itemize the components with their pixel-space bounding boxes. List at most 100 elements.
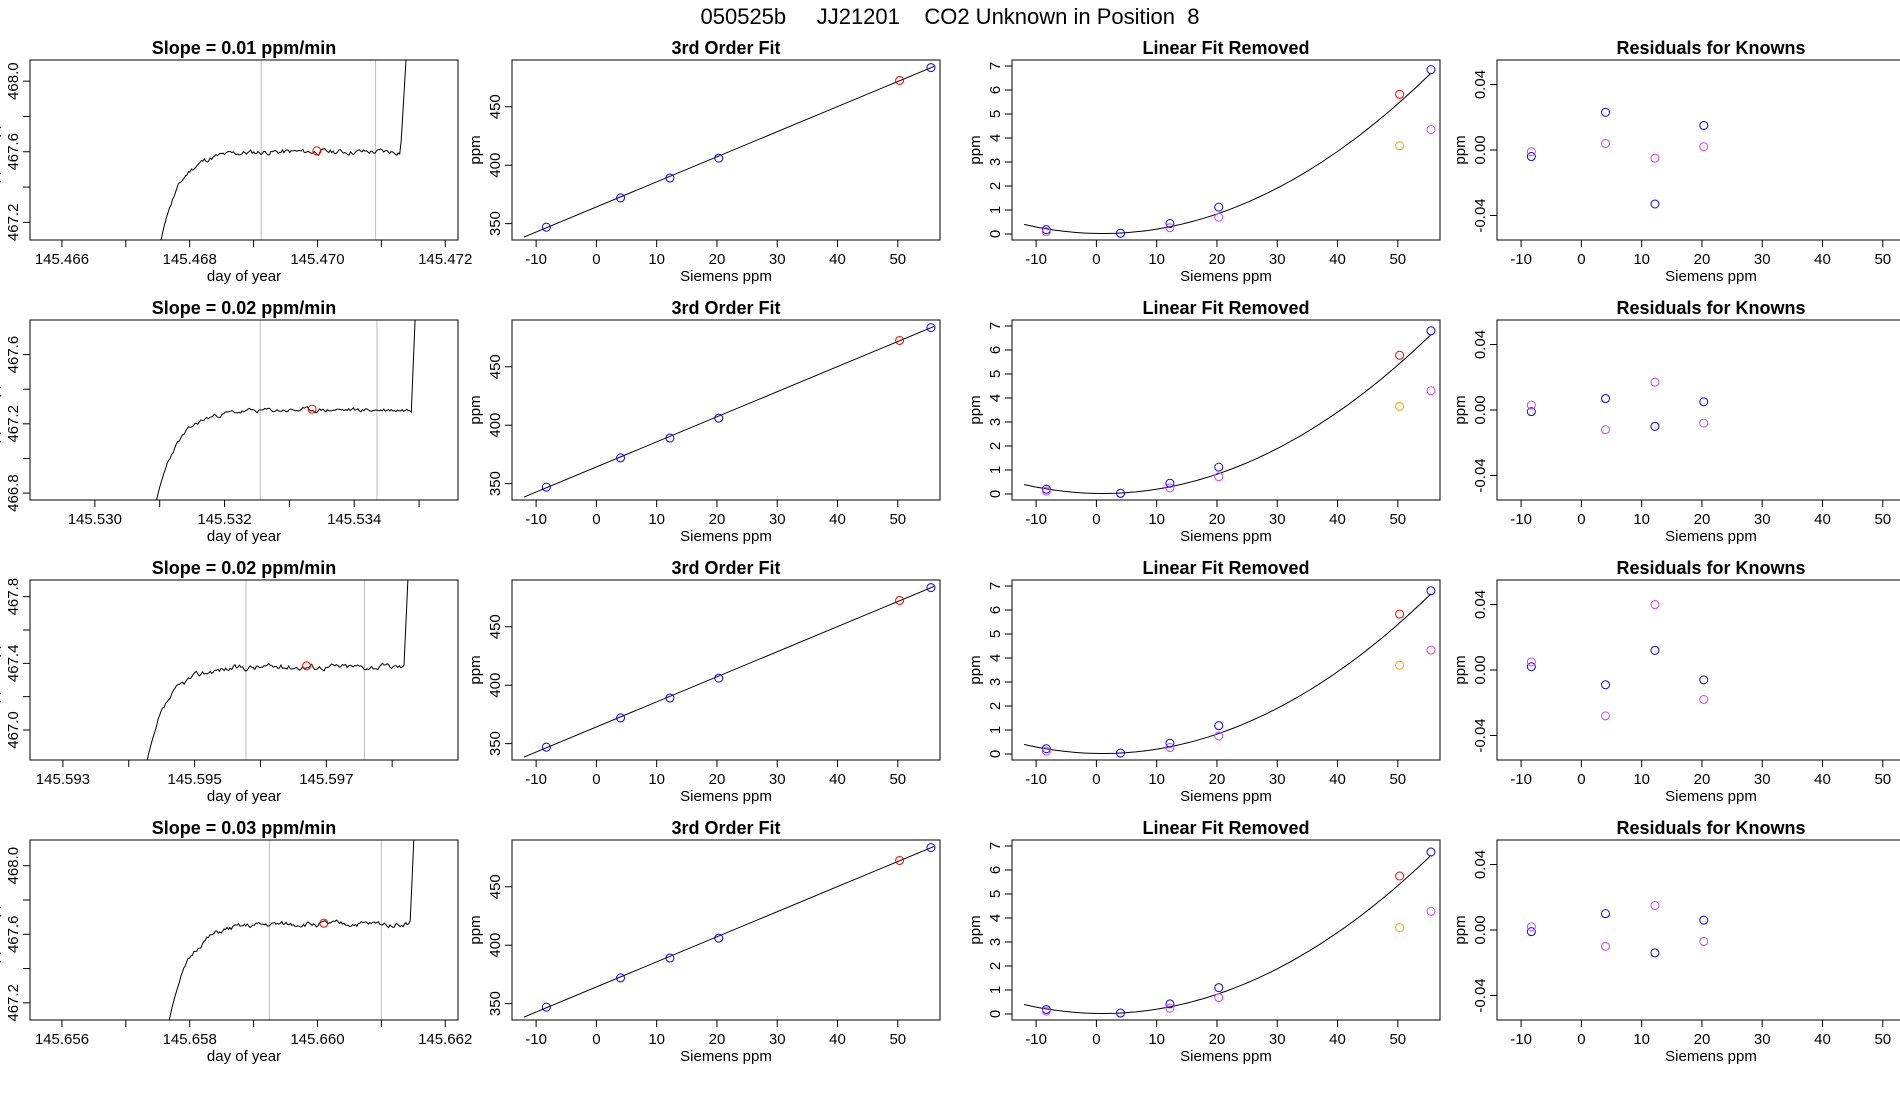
plot-area xyxy=(160,60,407,240)
y-tick-label: 0.00 xyxy=(1472,915,1489,944)
y-tick-label: 3 xyxy=(987,418,1004,426)
y-tick-label: 400 xyxy=(487,933,504,958)
x-tick-label: 0 xyxy=(1577,771,1585,788)
x-tick-label: 30 xyxy=(1269,251,1286,268)
data-point xyxy=(1165,483,1175,493)
data-point xyxy=(714,153,724,163)
data-point xyxy=(1526,147,1536,157)
y-tick-label: 7 xyxy=(987,62,1004,70)
y-axis-label: ppm xyxy=(967,915,984,944)
data-point xyxy=(1165,218,1175,228)
y-axis-label: ppm xyxy=(967,655,984,684)
x-tick-label: -10 xyxy=(525,1031,547,1048)
panel-title: 3rd Order Fit xyxy=(671,818,780,838)
data-point xyxy=(1041,744,1051,754)
y-tick-label: 2 xyxy=(987,702,1004,710)
data-point xyxy=(1165,743,1175,753)
panel-title: Residuals for Knowns xyxy=(1616,298,1805,318)
y-tick-label: 3 xyxy=(987,158,1004,166)
data-point xyxy=(1601,711,1611,721)
plot-area xyxy=(1023,586,1436,758)
data-point xyxy=(1165,1003,1175,1013)
plot-area xyxy=(523,583,936,758)
y-tick-label: 0.04 xyxy=(1472,850,1489,879)
data-point xyxy=(1116,1008,1126,1018)
data-point xyxy=(1650,900,1660,910)
data-point xyxy=(1650,153,1660,163)
x-tick-label: 10 xyxy=(1148,511,1165,528)
trace-line xyxy=(156,320,416,500)
x-tick-label: 30 xyxy=(1269,511,1286,528)
x-tick-label: 0 xyxy=(1577,511,1585,528)
data-point xyxy=(1426,65,1436,75)
data-point xyxy=(926,843,936,853)
x-tick-label: 20 xyxy=(1209,511,1226,528)
y-tick-label: 0 xyxy=(987,490,1004,498)
data-point xyxy=(1041,486,1051,496)
panel-r2c2: 3rd Order Fit -10 0 10 20 30 40 50 350 400 450 Siem… xyxy=(467,298,941,545)
y-tick-label: 467.2 xyxy=(5,405,22,443)
panel-title: 3rd Order Fit xyxy=(671,558,780,578)
y-tick-label: 0 xyxy=(987,230,1004,238)
data-point xyxy=(1165,223,1175,233)
figure-title: 050525b JJ21201 CO2 Unknown in Position … xyxy=(700,4,1200,29)
trace-line xyxy=(168,840,415,1020)
x-tick-label: -10 xyxy=(1510,1031,1532,1048)
sample-point xyxy=(302,661,312,671)
y-tick-label: 5 xyxy=(987,110,1004,118)
panel-r1c4: Residuals for Knowns -10 0 10 20 30 40 50 -0.04 0… xyxy=(1452,38,1900,285)
data-point xyxy=(1650,948,1660,958)
y-tick-label: 1 xyxy=(987,726,1004,734)
data-point xyxy=(1214,462,1224,472)
x-tick-label: 145.466 xyxy=(35,251,89,268)
y-axis-label: ppm xyxy=(467,135,484,164)
y-tick-label: 467.6 xyxy=(5,133,22,171)
y-tick-label: 3 xyxy=(987,678,1004,686)
x-tick-label: 40 xyxy=(829,771,846,788)
x-tick-label: 0 xyxy=(592,251,600,268)
x-tick-label: 50 xyxy=(1389,251,1406,268)
fit-curve xyxy=(1023,593,1432,754)
y-axis-label: ppm xyxy=(467,655,484,684)
y-tick-label: 467.6 xyxy=(5,916,22,954)
y-tick-label: 7 xyxy=(987,322,1004,330)
y-tick-label: 450 xyxy=(487,94,504,119)
x-tick-label: 50 xyxy=(1874,511,1891,528)
y-tick-label: 7 xyxy=(987,842,1004,850)
y-tick-label: 4 xyxy=(987,134,1004,142)
data-point xyxy=(1650,377,1660,387)
y-tick-label: 0 xyxy=(987,1010,1004,1018)
y-tick-label: 6 xyxy=(987,606,1004,614)
data-point xyxy=(1214,983,1224,993)
y-tick-label: 350 xyxy=(487,211,504,236)
plot-area xyxy=(1023,65,1436,238)
x-tick-label: 10 xyxy=(1633,511,1650,528)
x-tick-label: 20 xyxy=(1209,251,1226,268)
data-point xyxy=(1650,600,1660,610)
data-point xyxy=(1214,202,1224,212)
y-tick-label: 450 xyxy=(487,614,504,639)
y-axis-label: approx. ppm xyxy=(0,368,2,451)
data-point xyxy=(1165,478,1175,488)
x-tick-label: 0 xyxy=(1577,1031,1585,1048)
x-tick-label: -10 xyxy=(525,771,547,788)
x-axis-label: Siemens ppm xyxy=(680,1048,772,1065)
x-axis-label: Siemens ppm xyxy=(1665,528,1757,545)
x-tick-label: 0 xyxy=(1577,251,1585,268)
x-axis-label: Siemens ppm xyxy=(1180,528,1272,545)
x-tick-label: 10 xyxy=(1148,771,1165,788)
data-point xyxy=(1601,909,1611,919)
panel-r3c3: Linear Fit Removed -10 0 10 20 30 40 50 0 1 2 3 4 5 6 7… xyxy=(967,558,1441,805)
fit-curve xyxy=(1023,72,1432,234)
sample-point xyxy=(312,146,322,156)
y-tick-label: 0.00 xyxy=(1472,655,1489,684)
plot-frame xyxy=(1496,579,1900,761)
fit-line xyxy=(523,65,935,238)
data-point xyxy=(1526,400,1536,410)
x-tick-label: 0 xyxy=(592,511,600,528)
data-point xyxy=(541,742,551,752)
x-axis-label: Siemens ppm xyxy=(1665,788,1757,805)
y-tick-label: 2 xyxy=(987,962,1004,970)
data-point xyxy=(1426,645,1436,655)
data-point xyxy=(1214,993,1224,1003)
